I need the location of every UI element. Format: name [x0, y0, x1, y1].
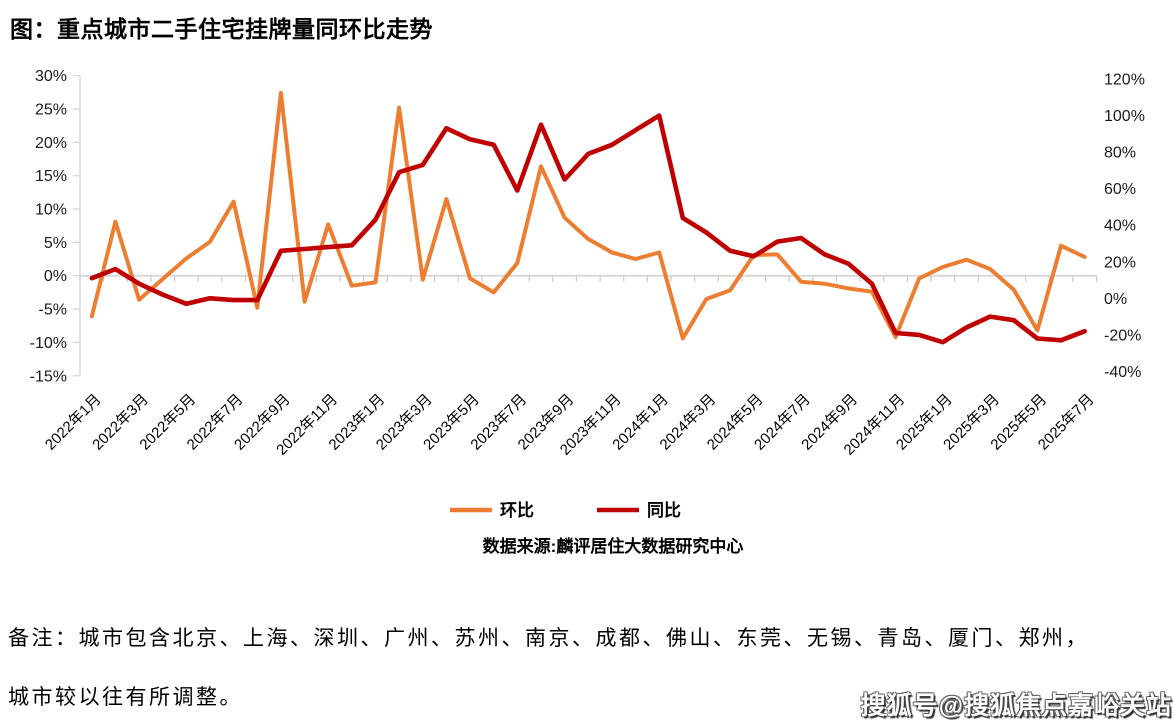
data-source-label: 数据来源:麟评居住大数据研究中心 — [483, 536, 744, 556]
y-axis-left-label: 10% — [35, 202, 67, 219]
legend-mom-label: 环比 — [500, 500, 534, 520]
y-axis-right-label: 60% — [1104, 181, 1136, 198]
y-axis-right-label: 40% — [1104, 218, 1136, 235]
y-axis-left-label: 15% — [35, 168, 67, 185]
y-axis-left-label: 30% — [35, 68, 67, 85]
mom-series-line — [89, 90, 1087, 341]
y-axis-left-label: -10% — [30, 335, 67, 352]
y-axis-right-label: 120% — [1104, 72, 1145, 89]
legend-yoy-label: 同比 — [647, 500, 681, 520]
y-axis-right-label: 20% — [1104, 254, 1136, 271]
y-axis-left-label: 0% — [44, 268, 67, 285]
y-axis-right-label: 0% — [1104, 291, 1127, 308]
y-axis-left-label: -5% — [39, 302, 67, 319]
chart-title: 图：重点城市二手住宅挂牌量同环比走势 — [10, 16, 433, 42]
y-axis-left-label: 25% — [35, 101, 67, 118]
y-axis-right-label: -40% — [1104, 364, 1141, 381]
yoy-series-line — [89, 113, 1087, 345]
y-axis-right-label: 100% — [1104, 108, 1145, 125]
y-axis-right-label: 80% — [1104, 145, 1136, 162]
y-axis-left-label: 5% — [44, 235, 67, 252]
note-line-2: 城市较以往有所调整。 — [8, 685, 243, 709]
note-line-1: 备注：城市包含北京、上海、深圳、广州、苏州、南京、成都、佛山、东莞、无锡、青岛、… — [8, 626, 1089, 650]
trend-line-chart: 30% 25% 20% 15% 10% 5% 0% -5% -10% -15% 120% 100% 80… — [30, 68, 1145, 556]
y-axis-left-label: 20% — [35, 135, 67, 152]
y-axis-left-label: -15% — [30, 368, 67, 385]
y-axis-right-label: -20% — [1104, 327, 1141, 344]
watermark: 搜狐号@搜狐焦点嘉峪关站 — [860, 692, 1172, 720]
